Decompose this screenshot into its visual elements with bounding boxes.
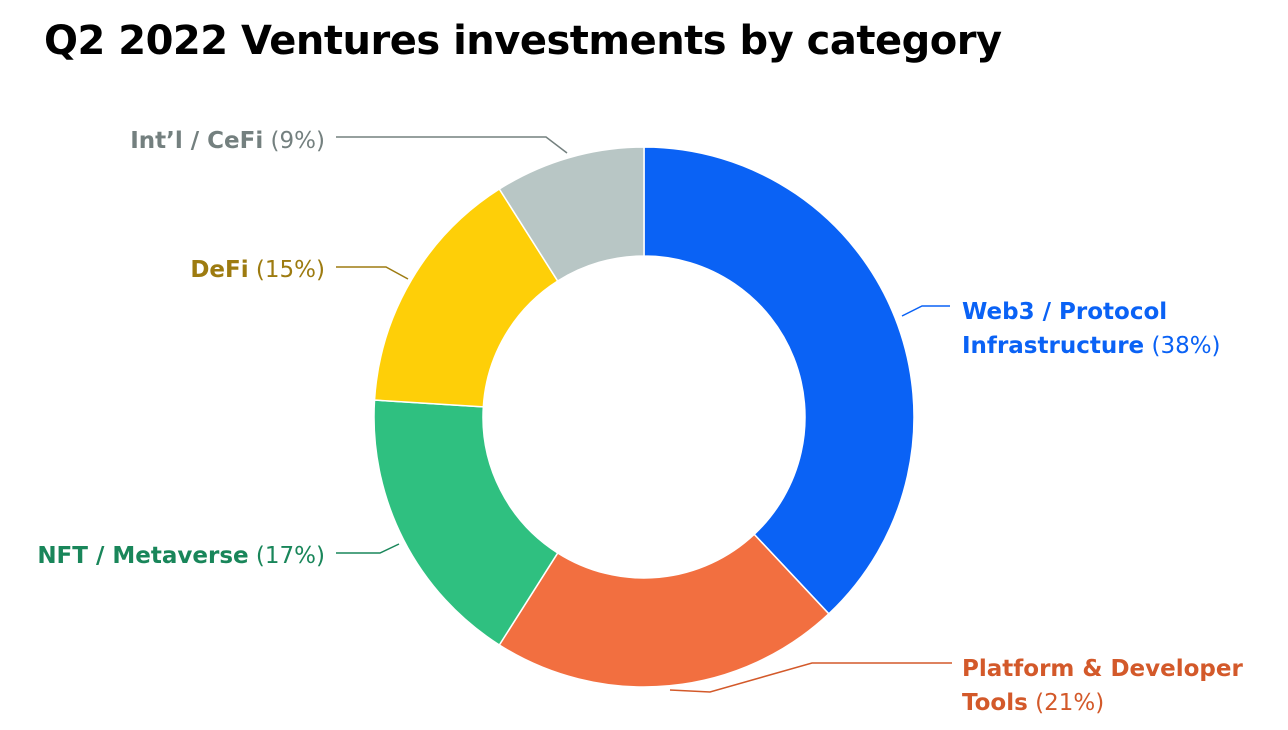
slice-value-label: (9%): [263, 128, 325, 154]
slice-web3-protocol-infrastructure: [643, 146, 915, 615]
slice-label-text: Platform & Developer: [962, 656, 1243, 682]
slice-label-text: Int’l / CeFi: [130, 128, 263, 154]
slice-label-nft-metaverse: NFT / Metaverse (17%): [37, 543, 325, 569]
slice-value-label: (21%): [1028, 690, 1104, 716]
slice-label-web3-protocol-infrastructure: Web3 / Protocol Infrastructure (38%): [962, 299, 1221, 359]
slice-label-defi: DeFi (15%): [190, 257, 325, 283]
leader-line-nft-metaverse: [336, 543, 400, 554]
leader-line-web3-protocol-infrastructure: [901, 305, 950, 317]
leader-line-platform-developer-tools: [669, 662, 952, 693]
leader-line-int-l-cefi: [336, 136, 568, 154]
slice-label-int-l-cefi: Int’l / CeFi (9%): [130, 128, 325, 154]
slice-nft-metaverse: [373, 399, 559, 647]
slice-label-text: Infrastructure: [962, 333, 1144, 359]
slice-platform-developer-tools: [498, 533, 830, 688]
slice-label-text: NFT / Metaverse: [37, 543, 248, 569]
slice-label-text: Tools: [962, 690, 1028, 716]
chart-title: Q2 2022 Ventures investments by category: [44, 18, 1002, 64]
slice-label-text: DeFi: [190, 257, 248, 283]
slice-int-l-cefi: [498, 146, 645, 283]
slice-value-label: (38%): [1144, 333, 1220, 359]
slice-value-label: (15%): [249, 257, 325, 283]
leader-line-defi: [336, 266, 409, 280]
slice-value-label: (17%): [249, 543, 325, 569]
slice-label-platform-developer-tools: Platform & Developer Tools (21%): [962, 656, 1243, 716]
slice-label-text: Web3 / Protocol: [962, 299, 1167, 325]
